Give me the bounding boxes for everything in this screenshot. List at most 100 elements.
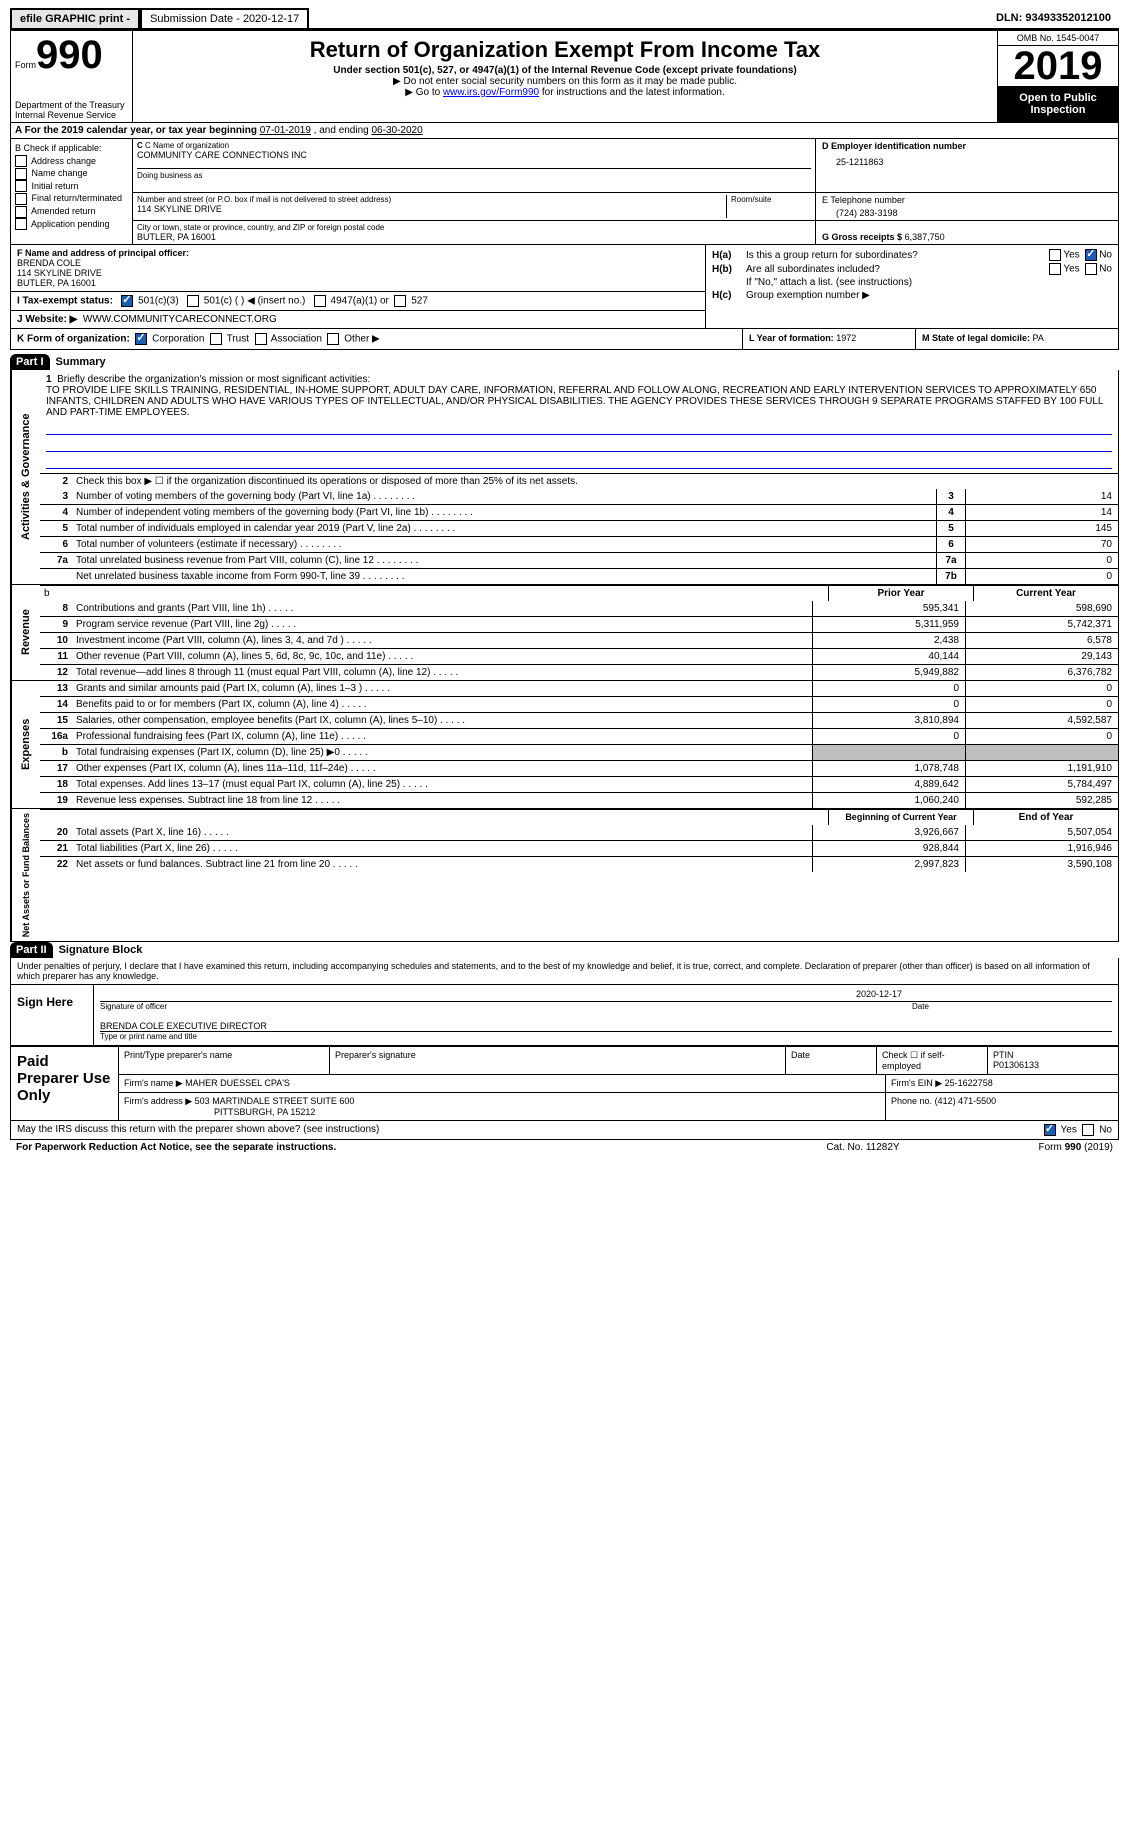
dln: DLN: 93493352012100 xyxy=(988,9,1119,27)
tax-year: 2019 xyxy=(998,46,1118,86)
form-header: Form990 Department of the Treasury Inter… xyxy=(10,30,1119,123)
part1-netassets: Net Assets or Fund Balances Beginning of… xyxy=(10,809,1119,942)
mission-text: TO PROVIDE LIFE SKILLS TRAINING, RESIDEN… xyxy=(46,385,1103,418)
checkbox-501c3[interactable] xyxy=(121,295,133,307)
boxb-item[interactable]: Final return/terminated xyxy=(15,192,128,205)
summary-line: 17Other expenses (Part IX, column (A), l… xyxy=(40,760,1118,776)
declaration: Under penalties of perjury, I declare th… xyxy=(11,958,1118,985)
box-b: B Check if applicable: Address change Na… xyxy=(11,139,133,244)
summary-line: 14Benefits paid to or for members (Part … xyxy=(40,696,1118,712)
boxb-item[interactable]: Address change xyxy=(15,155,128,168)
hb-yes[interactable] xyxy=(1049,263,1061,275)
part2-title: Signature Block xyxy=(53,942,149,958)
summary-line: 22Net assets or fund balances. Subtract … xyxy=(40,856,1118,872)
may-discuss-row: May the IRS discuss this return with the… xyxy=(10,1121,1119,1140)
box-h: H(a) Is this a group return for subordin… xyxy=(706,245,1118,328)
box-i: I Tax-exempt status: 501(c)(3) 501(c) ( … xyxy=(11,292,705,311)
may-no[interactable] xyxy=(1082,1124,1094,1136)
sign-here-label: Sign Here xyxy=(11,985,94,1045)
summary-line: 18Total expenses. Add lines 13–17 (must … xyxy=(40,776,1118,792)
header-sub2b: ▶ Go to www.irs.gov/Form990 for instruct… xyxy=(137,87,993,98)
section-klm: K Form of organization: Corporation Trus… xyxy=(10,329,1119,350)
part1-title: Summary xyxy=(50,354,112,370)
box-d-label: D Employer identification number xyxy=(822,141,1112,151)
vtab-netassets: Net Assets or Fund Balances xyxy=(11,809,40,941)
part1-header: Part I xyxy=(10,354,50,370)
boxb-item[interactable]: Application pending xyxy=(15,218,128,231)
ein: 25-1211863 xyxy=(822,151,1112,167)
box-l: L Year of formation: 1972 xyxy=(743,329,916,349)
boxb-item[interactable]: Initial return xyxy=(15,180,128,193)
ha-no[interactable] xyxy=(1085,249,1097,261)
summary-line: 6Total number of volunteers (estimate if… xyxy=(40,536,1118,552)
section-fgh: F Name and address of principal officer:… xyxy=(10,245,1119,329)
org-name: COMMUNITY CARE CONNECTIONS INC xyxy=(137,150,811,160)
boxb-item[interactable]: Name change xyxy=(15,167,128,180)
k-other[interactable] xyxy=(327,333,339,345)
ptin: P01306133 xyxy=(993,1060,1039,1070)
boxb-item[interactable]: Amended return xyxy=(15,205,128,218)
summary-line: 9Program service revenue (Part VIII, lin… xyxy=(40,616,1118,632)
phone: (724) 283-3198 xyxy=(822,205,1112,218)
summary-line: 11Other revenue (Part VIII, column (A), … xyxy=(40,648,1118,664)
sig-date: 2020-12-17 xyxy=(100,989,1112,999)
header-sub1: Under section 501(c), 527, or 4947(a)(1)… xyxy=(137,65,993,76)
summary-line: 16aProfessional fundraising fees (Part I… xyxy=(40,728,1118,744)
part2-header: Part II xyxy=(10,942,53,958)
k-assoc[interactable] xyxy=(255,333,267,345)
summary-line: bTotal fundraising expenses (Part IX, co… xyxy=(40,744,1118,760)
box-j: J Website: ▶ WWW.COMMUNITYCARECONNECT.OR… xyxy=(11,311,705,328)
summary-line: 10Investment income (Part VIII, column (… xyxy=(40,632,1118,648)
summary-line: 4Number of independent voting members of… xyxy=(40,504,1118,520)
k-trust[interactable] xyxy=(210,333,222,345)
website: WWW.COMMUNITYCARECONNECT.ORG xyxy=(83,314,277,325)
gross-receipts: 6,387,750 xyxy=(905,232,945,242)
summary-line: 7aTotal unrelated business revenue from … xyxy=(40,552,1118,568)
form-number: 990 xyxy=(36,33,103,77)
checkbox-501c[interactable] xyxy=(187,295,199,307)
summary-line: 15Salaries, other compensation, employee… xyxy=(40,712,1118,728)
efile-button[interactable]: efile GRAPHIC print - xyxy=(10,8,140,28)
page-footer: For Paperwork Reduction Act Notice, see … xyxy=(10,1140,1119,1155)
vtab-revenue: Revenue xyxy=(11,585,40,680)
summary-line: 20Total assets (Part X, line 16) . . . .… xyxy=(40,825,1118,840)
irs-link[interactable]: www.irs.gov/Form990 xyxy=(443,87,539,98)
summary-line: 13Grants and similar amounts paid (Part … xyxy=(40,681,1118,696)
firm-ein: 25-1622758 xyxy=(945,1078,993,1088)
form-label: Form xyxy=(15,60,36,70)
may-yes[interactable] xyxy=(1044,1124,1056,1136)
form-title: Return of Organization Exempt From Incom… xyxy=(137,37,993,63)
k-corp[interactable] xyxy=(135,333,147,345)
paid-preparer: Paid Preparer Use Only Print/Type prepar… xyxy=(10,1047,1119,1121)
vtab-expenses: Expenses xyxy=(11,681,40,808)
box-k: K Form of organization: Corporation Trus… xyxy=(11,329,743,349)
checkbox-4947[interactable] xyxy=(314,295,326,307)
summary-line: Net unrelated business taxable income fr… xyxy=(40,568,1118,584)
part1-expenses: Expenses 13Grants and similar amounts pa… xyxy=(10,681,1119,809)
open-to-public: Open to Public Inspection xyxy=(998,86,1118,122)
firm-phone: (412) 471-5500 xyxy=(935,1096,997,1106)
signature-block: Under penalties of perjury, I declare th… xyxy=(10,958,1119,1047)
summary-line: 3Number of voting members of the governi… xyxy=(40,489,1118,504)
vtab-activities: Activities & Governance xyxy=(11,370,40,584)
dept-label: Department of the Treasury Internal Reve… xyxy=(15,100,128,120)
submission-date: Submission Date - 2020-12-17 xyxy=(140,8,309,28)
topbar: efile GRAPHIC print - Submission Date - … xyxy=(10,8,1119,30)
section-bcde: B Check if applicable: Address change Na… xyxy=(10,139,1119,245)
part1-revenue: Revenue bPrior YearCurrent Year 8Contrib… xyxy=(10,585,1119,681)
firm-name: MAHER DUESSEL CPA'S xyxy=(185,1078,290,1088)
hb-no[interactable] xyxy=(1085,263,1097,275)
org-address: 114 SKYLINE DRIVE xyxy=(137,204,726,214)
summary-line: 8Contributions and grants (Part VIII, li… xyxy=(40,601,1118,616)
officer-name: BRENDA COLE EXECUTIVE DIRECTOR xyxy=(100,1021,1112,1031)
summary-line: 5Total number of individuals employed in… xyxy=(40,520,1118,536)
summary-line: 21Total liabilities (Part X, line 26) . … xyxy=(40,840,1118,856)
box-m: M State of legal domicile: PA xyxy=(916,329,1118,349)
summary-line: 12Total revenue—add lines 8 through 11 (… xyxy=(40,664,1118,680)
header-sub2a: ▶ Do not enter social security numbers o… xyxy=(137,76,993,87)
org-city: BUTLER, PA 16001 xyxy=(137,232,811,242)
ha-yes[interactable] xyxy=(1049,249,1061,261)
box-f: F Name and address of principal officer:… xyxy=(11,245,705,292)
checkbox-527[interactable] xyxy=(394,295,406,307)
summary-line: 19Revenue less expenses. Subtract line 1… xyxy=(40,792,1118,808)
